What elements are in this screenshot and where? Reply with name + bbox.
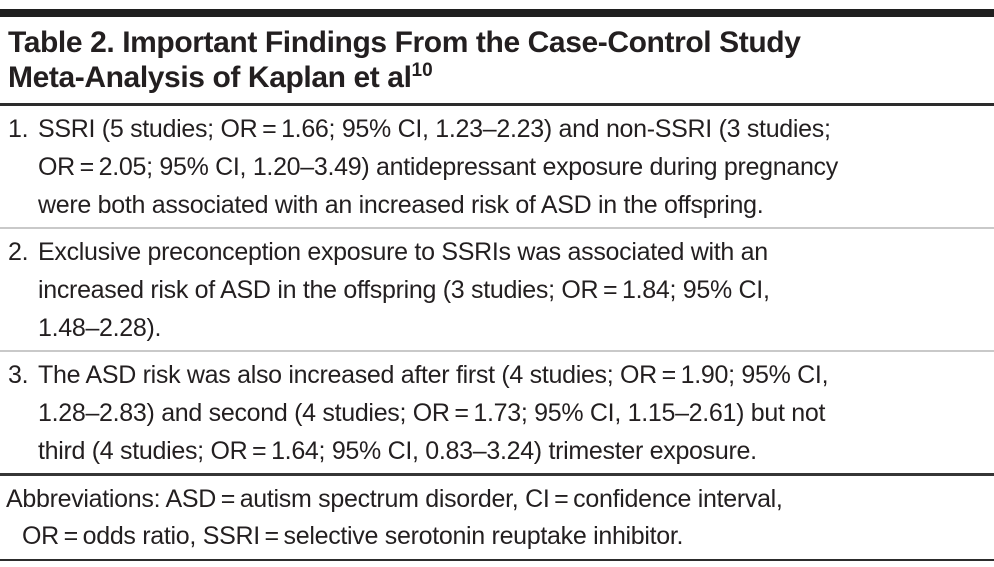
title-divider-rule (0, 103, 994, 106)
finding-item-1: 1. SSRI (5 studies; OR = 1.66; 95% CI, 1… (0, 106, 994, 227)
table-title: Table 2. Important Findings From the Cas… (0, 17, 994, 103)
table-title-line1: Table 2. Important Findings From the Cas… (8, 26, 801, 59)
finding-3-text: The ASD risk was also increased after fi… (38, 361, 829, 465)
reference-superscript: 10 (411, 60, 433, 81)
finding-2-text: Exclusive preconception exposure to SSRI… (38, 238, 770, 342)
abbreviations-note: Abbreviations: ASD = autism spectrum dis… (6, 485, 783, 550)
finding-2-number: 2. (8, 238, 29, 266)
table-top-bar (0, 9, 994, 17)
table-title-line2: Meta-Analysis of Kaplan et al (8, 61, 412, 94)
finding-1-number: 1. (8, 115, 29, 143)
finding-item-2: 2. Exclusive preconception exposure to S… (0, 229, 994, 350)
finding-divider-rule-1 (0, 227, 994, 229)
finding-1-text: SSRI (5 studies; OR = 1.66; 95% CI, 1.23… (38, 115, 838, 219)
finding-divider-rule-2 (0, 350, 994, 352)
finding-3-number: 3. (8, 361, 29, 389)
abbreviations-divider-rule (0, 473, 994, 476)
table-bottom-rule (0, 559, 994, 561)
finding-item-3: 3. The ASD risk was also increased after… (0, 352, 994, 473)
